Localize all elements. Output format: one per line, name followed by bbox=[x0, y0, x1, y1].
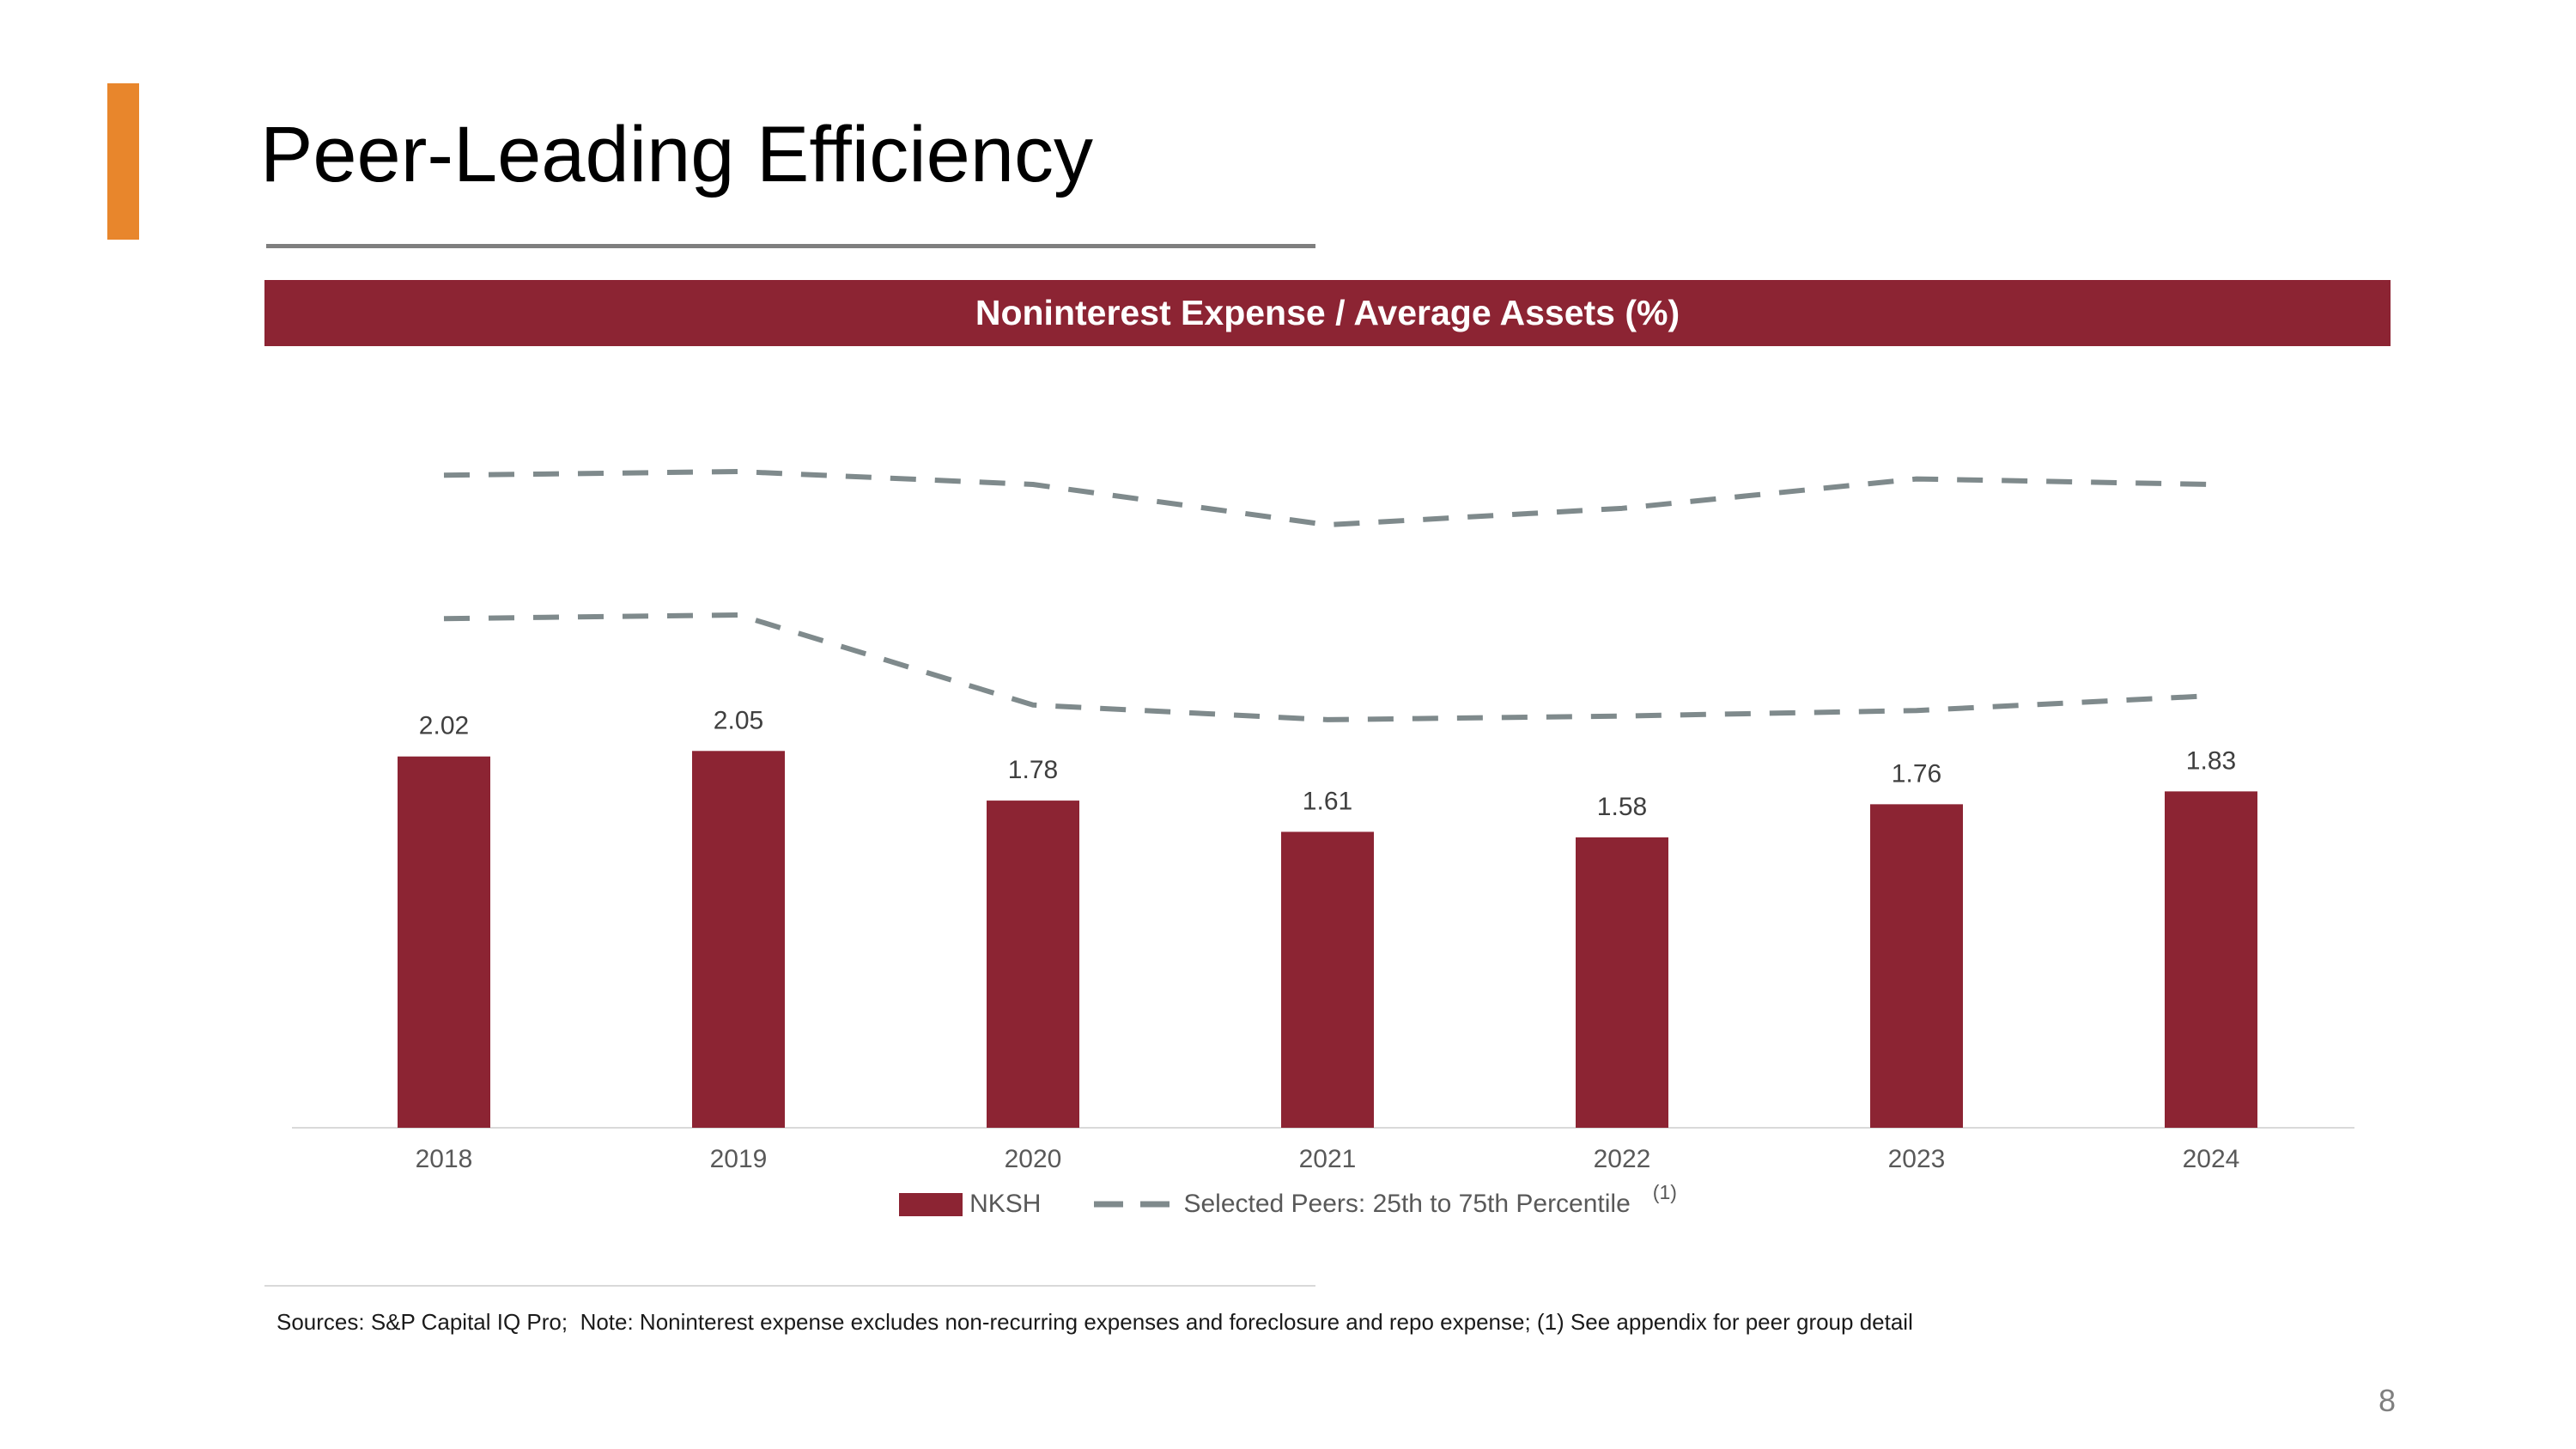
title-underline bbox=[266, 244, 1315, 248]
bar-value-label-2023: 1.76 bbox=[1892, 759, 1941, 788]
nksh-legend-label: NKSH bbox=[969, 1190, 1042, 1218]
chart-legend: NKSH Selected Peers: 25th to 75th Percen… bbox=[0, 1181, 2576, 1219]
chart-header-band: Noninterest Expense / Average Assets (%) bbox=[264, 280, 2391, 346]
bar-value-label-2018: 2.02 bbox=[419, 712, 469, 740]
bar-value-label-2020: 1.78 bbox=[1008, 756, 1058, 784]
bar-value-label-2022: 1.58 bbox=[1597, 793, 1647, 821]
bar-2019 bbox=[692, 751, 785, 1128]
page-number: 8 bbox=[2378, 1383, 2396, 1418]
bar-2023 bbox=[1870, 804, 1963, 1128]
bar-2018 bbox=[398, 756, 490, 1128]
bar-2021 bbox=[1281, 831, 1374, 1128]
footer-divider bbox=[264, 1285, 1315, 1287]
chart-title: Noninterest Expense / Average Assets (%) bbox=[975, 293, 1680, 332]
nksh-legend-swatch bbox=[899, 1192, 963, 1216]
x-tick-label-2020: 2020 bbox=[1005, 1145, 1062, 1173]
source-note: Sources: S&P Capital IQ Pro; Note: Nonin… bbox=[276, 1309, 1913, 1335]
bar-2020 bbox=[987, 801, 1079, 1128]
peer-line-25th bbox=[443, 612, 2212, 722]
x-tick-label-2018: 2018 bbox=[416, 1145, 473, 1173]
peer-line-75th bbox=[443, 469, 2212, 528]
bar-value-label-2021: 1.61 bbox=[1303, 787, 1352, 815]
legend-footnote-marker: (1) bbox=[1652, 1180, 1677, 1203]
x-tick-label-2024: 2024 bbox=[2183, 1145, 2240, 1173]
page-title: Peer-Leading Efficiency bbox=[260, 111, 1093, 198]
bar-value-label-2024: 1.83 bbox=[2186, 746, 2236, 775]
bar-value-label-2019: 2.05 bbox=[714, 706, 763, 734]
bar-2024 bbox=[2165, 791, 2257, 1128]
x-tick-label-2021: 2021 bbox=[1299, 1145, 1357, 1173]
accent-bar bbox=[107, 83, 139, 240]
peers-legend-label: Selected Peers: 25th to 75th Percentile bbox=[1183, 1190, 1631, 1218]
bar-2022 bbox=[1576, 837, 1668, 1128]
x-tick-label-2023: 2023 bbox=[1888, 1145, 1946, 1173]
x-tick-label-2022: 2022 bbox=[1594, 1145, 1651, 1173]
peers-dash-icon bbox=[1094, 1201, 1170, 1208]
x-tick-label-2019: 2019 bbox=[710, 1145, 768, 1173]
